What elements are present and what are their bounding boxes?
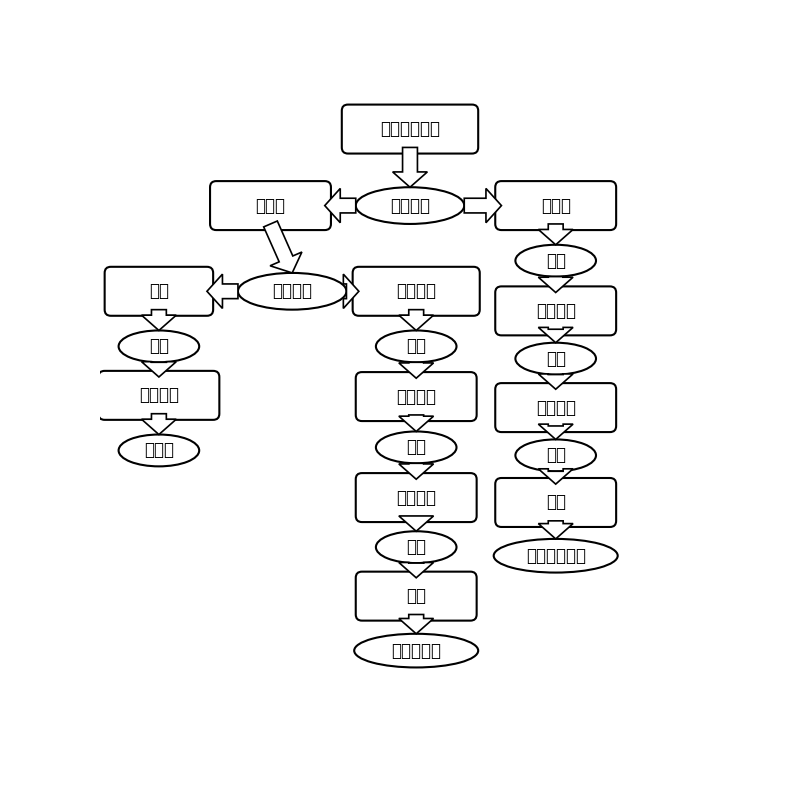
Polygon shape bbox=[264, 221, 302, 273]
Polygon shape bbox=[343, 274, 359, 308]
Text: 液体流: 液体流 bbox=[541, 196, 570, 215]
Polygon shape bbox=[142, 309, 176, 331]
Text: 固液分离: 固液分离 bbox=[139, 386, 179, 405]
Text: 脱色: 脱色 bbox=[546, 252, 566, 270]
Polygon shape bbox=[399, 463, 434, 479]
Ellipse shape bbox=[118, 435, 199, 467]
Ellipse shape bbox=[376, 432, 457, 463]
Polygon shape bbox=[399, 415, 434, 432]
Text: 漂洗: 漂洗 bbox=[149, 337, 169, 355]
Polygon shape bbox=[538, 521, 573, 539]
Text: 硅流: 硅流 bbox=[149, 282, 169, 301]
Text: 固液分离: 固液分离 bbox=[396, 388, 436, 405]
FancyBboxPatch shape bbox=[356, 572, 477, 621]
Ellipse shape bbox=[356, 188, 464, 224]
Polygon shape bbox=[538, 469, 573, 484]
Text: 固液分离: 固液分离 bbox=[396, 489, 436, 506]
FancyBboxPatch shape bbox=[495, 383, 616, 432]
Polygon shape bbox=[399, 615, 434, 634]
Text: 硅包装: 硅包装 bbox=[144, 441, 174, 460]
Text: 固液分离: 固液分离 bbox=[536, 302, 576, 320]
Polygon shape bbox=[393, 147, 427, 187]
FancyBboxPatch shape bbox=[356, 473, 477, 522]
FancyBboxPatch shape bbox=[210, 181, 331, 230]
Text: 漂洗: 漂洗 bbox=[406, 438, 426, 456]
FancyBboxPatch shape bbox=[495, 181, 616, 230]
Polygon shape bbox=[538, 224, 573, 245]
Text: 筛选: 筛选 bbox=[406, 588, 426, 605]
Polygon shape bbox=[399, 563, 434, 578]
Text: 超滤: 超滤 bbox=[546, 446, 566, 464]
Text: 精滤: 精滤 bbox=[546, 350, 566, 367]
Polygon shape bbox=[538, 374, 573, 390]
FancyBboxPatch shape bbox=[342, 105, 478, 153]
Text: 沉降分离: 沉降分离 bbox=[272, 282, 312, 301]
Ellipse shape bbox=[354, 634, 478, 668]
Polygon shape bbox=[142, 413, 176, 435]
Text: 碳化硅包装: 碳化硅包装 bbox=[391, 642, 442, 660]
Polygon shape bbox=[464, 188, 502, 223]
Ellipse shape bbox=[376, 331, 457, 363]
FancyBboxPatch shape bbox=[98, 370, 219, 420]
Text: 脱水: 脱水 bbox=[546, 494, 566, 511]
Text: 漂洗: 漂洗 bbox=[406, 337, 426, 355]
Polygon shape bbox=[325, 188, 356, 223]
Text: 固体流: 固体流 bbox=[255, 196, 286, 215]
Text: 碳化硅流: 碳化硅流 bbox=[396, 282, 436, 301]
Ellipse shape bbox=[238, 273, 346, 309]
FancyBboxPatch shape bbox=[356, 372, 477, 421]
Ellipse shape bbox=[515, 440, 596, 471]
Ellipse shape bbox=[494, 539, 618, 572]
Ellipse shape bbox=[515, 245, 596, 277]
Polygon shape bbox=[538, 424, 573, 440]
Polygon shape bbox=[142, 362, 176, 377]
Text: 烘干: 烘干 bbox=[406, 538, 426, 556]
Text: 固液分离: 固液分离 bbox=[536, 398, 576, 417]
Polygon shape bbox=[399, 363, 434, 378]
Polygon shape bbox=[538, 277, 573, 293]
FancyBboxPatch shape bbox=[495, 286, 616, 335]
FancyBboxPatch shape bbox=[105, 267, 213, 316]
Ellipse shape bbox=[376, 531, 457, 563]
Polygon shape bbox=[399, 309, 434, 331]
Ellipse shape bbox=[118, 331, 199, 363]
Polygon shape bbox=[399, 516, 434, 531]
Text: 聚乙二醇包装: 聚乙二醇包装 bbox=[526, 547, 586, 564]
Polygon shape bbox=[538, 328, 573, 343]
Ellipse shape bbox=[515, 343, 596, 374]
Polygon shape bbox=[207, 274, 238, 308]
Text: 硅片切削砂浆: 硅片切削砂浆 bbox=[380, 120, 440, 138]
FancyBboxPatch shape bbox=[495, 478, 616, 527]
Text: 旋流分离: 旋流分离 bbox=[390, 196, 430, 215]
FancyBboxPatch shape bbox=[353, 267, 480, 316]
